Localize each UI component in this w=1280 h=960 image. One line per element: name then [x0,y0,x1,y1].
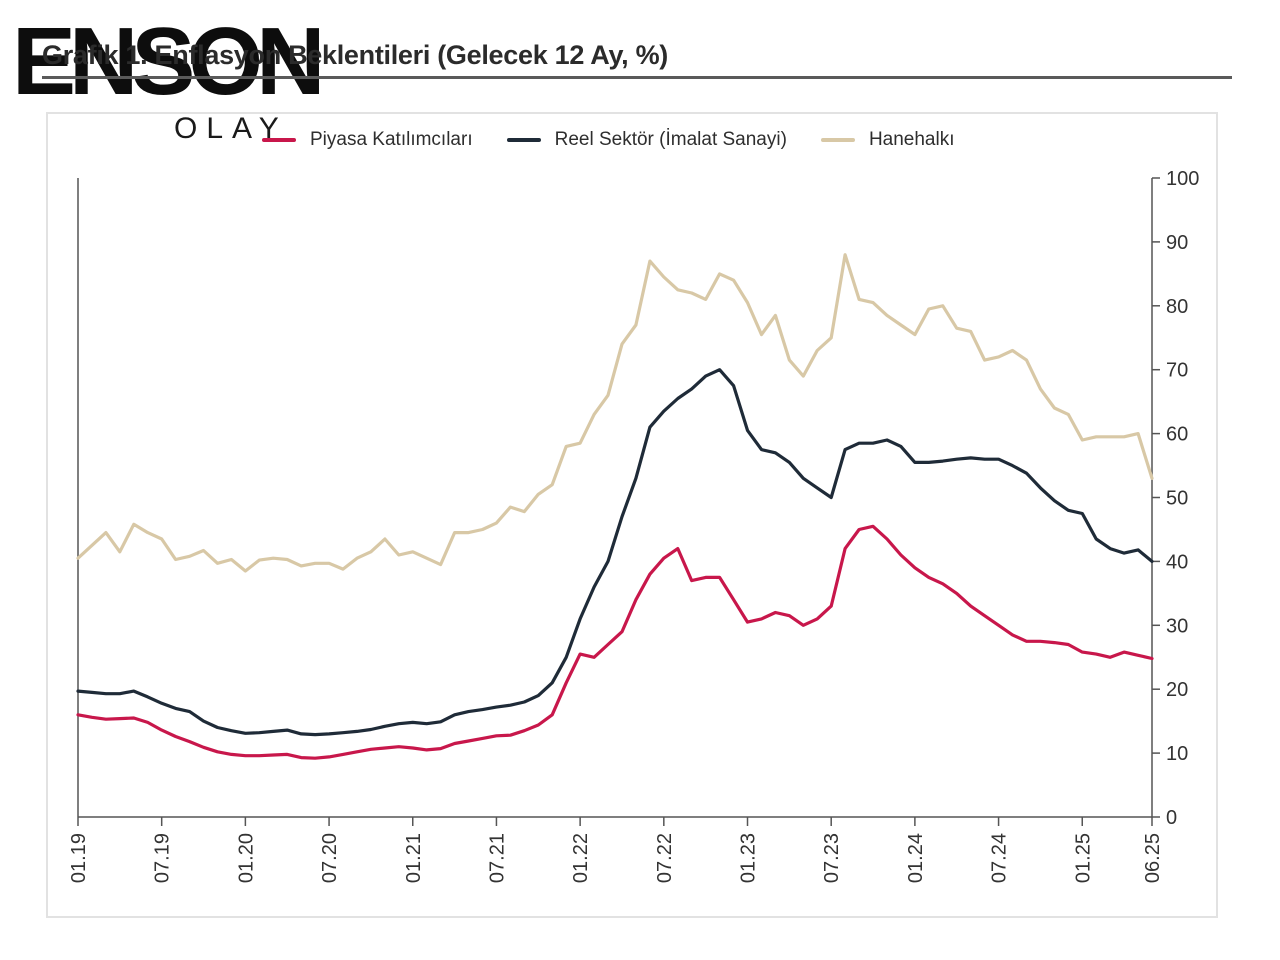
y-tick-label: 60 [1166,424,1188,446]
y-tick-label: 10 [1166,743,1188,765]
logo: ENSON OLAY [12,12,397,152]
legend-label-piyasa: Piyasa Katılımcıları [310,129,473,150]
chart-title: Grafik 1. Enflasyon Beklentileri (Gelece… [42,40,668,70]
y-tick-label: 50 [1166,488,1188,510]
x-tick-label: 06.25 [1142,833,1164,883]
y-tick-label: 70 [1166,360,1188,382]
series-line-hanehalki [76,253,1154,573]
x-tick-label: 01.25 [1072,833,1094,883]
x-tick-label: 01.23 [738,833,760,883]
y-tick-label: 80 [1166,296,1188,318]
logo-subtitle: OLAY [174,112,288,145]
y-tick-label: 100 [1166,168,1199,190]
x-tick-label: 01.21 [403,833,425,883]
legend-swatch-piyasa [262,138,296,142]
x-tick-label: 07.19 [152,833,174,883]
x-tick-label: 07.22 [654,833,676,883]
x-tick-label: 01.19 [68,833,90,883]
legend-item-reel: Reel Sektör (İmalat Sanayi) [506,129,787,151]
logo-wordmark: ENSON [12,8,325,115]
x-tick-label: 01.24 [905,833,927,883]
title-divider [42,76,1232,79]
legend-swatch-hanehalki [820,138,855,142]
x-tick-label: 07.24 [989,833,1011,883]
series-line-reel [76,368,1154,737]
chart-frame [46,112,1218,918]
x-tick-label: 07.21 [486,833,508,883]
x-tick-label: 01.22 [570,833,592,883]
x-tick-label: 07.20 [319,833,341,883]
y-tick-label: 30 [1166,615,1188,637]
legend-swatch-reel [506,138,541,142]
y-tick-label: 90 [1166,232,1188,254]
series-line-piyasa [76,524,1154,760]
x-tick-label: 07.23 [821,833,843,883]
legend-item-hanehalki: Hanehalkı [820,129,955,151]
y-tick-label: 20 [1166,679,1188,701]
x-tick-label: 01.20 [235,833,257,883]
y-tick-label: 40 [1166,551,1188,573]
chart-legend: Piyasa Katılımcıları Reel Sektör (İmalat… [262,125,989,155]
legend-item-piyasa: Piyasa Katılımcıları [262,129,473,151]
legend-label-reel: Reel Sektör (İmalat Sanayi) [554,129,787,150]
legend-label-hanehalki: Hanehalkı [868,129,955,150]
y-tick-label: 0 [1166,807,1177,829]
